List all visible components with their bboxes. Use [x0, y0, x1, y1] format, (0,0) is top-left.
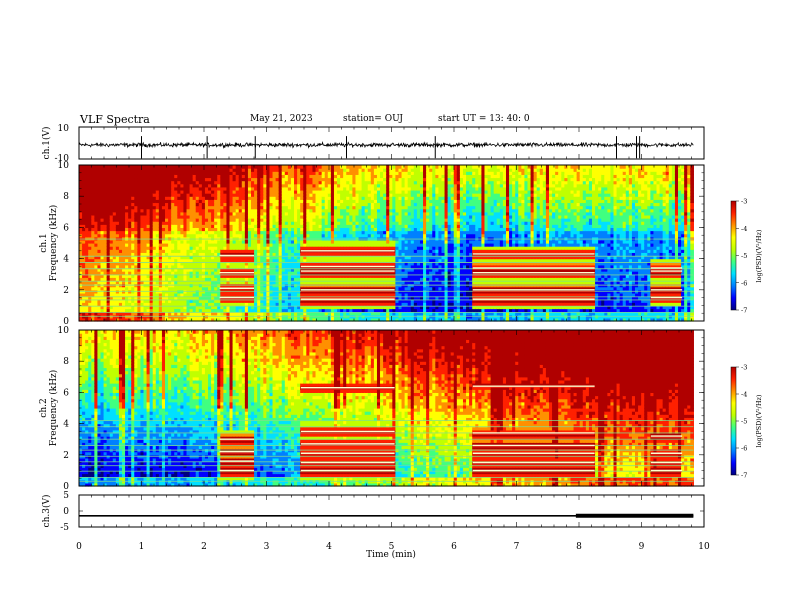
ch1-spectrogram-image: [79, 165, 694, 322]
ch1-wave-ylabel: ch.1(V): [41, 127, 52, 160]
ch1-wave-ytick-top: 10: [58, 124, 70, 134]
ch1-waveform-panel: 10 -10 ch.1(V): [41, 124, 704, 164]
